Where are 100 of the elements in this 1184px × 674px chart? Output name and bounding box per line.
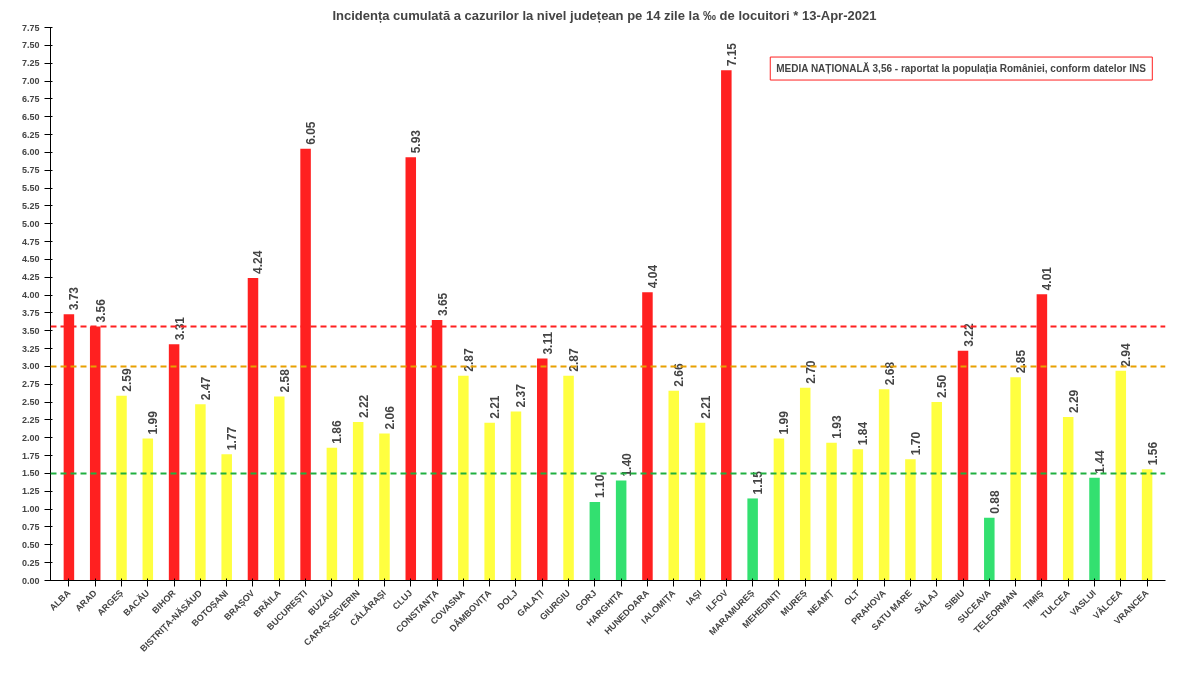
y-tick-label: 4.50 bbox=[21, 254, 40, 265]
bar bbox=[274, 396, 285, 581]
bar bbox=[326, 447, 338, 581]
data-label: 2.58 bbox=[277, 368, 292, 393]
bar bbox=[931, 402, 942, 581]
bar bbox=[957, 350, 969, 581]
data-label: 2.87 bbox=[567, 348, 582, 372]
y-tick-label: 7.25 bbox=[21, 58, 40, 69]
bar bbox=[168, 344, 180, 581]
data-label: 3.31 bbox=[172, 316, 187, 341]
y-tick-label: 5.00 bbox=[21, 218, 40, 229]
bar bbox=[510, 411, 522, 581]
data-label: 2.68 bbox=[882, 361, 897, 386]
data-label: 2.66 bbox=[672, 363, 687, 387]
y-tick-label: 0.50 bbox=[21, 539, 40, 550]
bar bbox=[1141, 469, 1153, 581]
data-label: 1.56 bbox=[1145, 441, 1160, 466]
y-tick-label: 1.00 bbox=[21, 504, 40, 515]
bar bbox=[773, 438, 785, 581]
data-label: 2.06 bbox=[382, 405, 397, 430]
y-tick-label: 0.25 bbox=[21, 557, 40, 568]
y-tick-label: 6.75 bbox=[21, 93, 40, 104]
y-tick-label: 1.25 bbox=[21, 486, 40, 497]
bar bbox=[142, 438, 154, 581]
bar bbox=[458, 375, 469, 581]
bar bbox=[195, 404, 206, 581]
data-label: 2.87 bbox=[461, 348, 476, 372]
bar bbox=[747, 498, 758, 581]
bar bbox=[379, 433, 390, 581]
y-tick-label: 3.50 bbox=[21, 325, 40, 336]
y-tick-label: 2.50 bbox=[21, 397, 40, 408]
bar bbox=[1062, 417, 1074, 581]
data-label: 1.99 bbox=[777, 410, 792, 435]
data-label: 4.01 bbox=[1040, 266, 1055, 291]
data-label: 2.22 bbox=[356, 394, 371, 419]
bar bbox=[1115, 370, 1127, 581]
bar bbox=[1010, 377, 1021, 581]
bar bbox=[852, 449, 864, 581]
bar bbox=[484, 422, 495, 581]
bar bbox=[826, 442, 837, 581]
annotation: MEDIA NAȚIONALĂ 3,56 - raportat la populația României, conform datelor INS bbox=[776, 62, 1147, 75]
y-tick-label: 3.75 bbox=[21, 307, 40, 318]
y-tick-label: 5.25 bbox=[21, 200, 40, 211]
chart-title: Incidența cumulată a cazurilor la nivel județean pe 14 zile la ‰ de locuitori * 13-Apr-2021 bbox=[332, 7, 877, 23]
data-label: 1.15 bbox=[751, 470, 766, 495]
data-label: 2.21 bbox=[698, 395, 713, 419]
bar bbox=[799, 387, 811, 581]
bar bbox=[537, 358, 548, 581]
bar bbox=[563, 375, 574, 581]
data-label: 7.15 bbox=[724, 42, 739, 67]
data-label: 3.22 bbox=[961, 323, 976, 347]
bar bbox=[905, 459, 916, 581]
bar bbox=[116, 395, 127, 581]
bar bbox=[221, 454, 232, 581]
data-label: 3.73 bbox=[67, 286, 82, 311]
bar bbox=[1089, 477, 1100, 581]
y-tick-label: 6.25 bbox=[21, 129, 40, 140]
bar bbox=[878, 389, 890, 581]
bar bbox=[589, 502, 601, 581]
data-label: 2.59 bbox=[120, 368, 134, 392]
data-label: 1.86 bbox=[330, 420, 345, 444]
data-label: 2.85 bbox=[1014, 349, 1029, 374]
y-tick-label: 1.75 bbox=[21, 450, 40, 461]
y-tick-label: 4.25 bbox=[21, 272, 40, 283]
y-tick-label: 5.75 bbox=[21, 165, 40, 176]
bar bbox=[615, 480, 627, 581]
y-tick-label: 3.00 bbox=[21, 361, 40, 372]
y-tick-label: 7.75 bbox=[21, 22, 40, 33]
data-label: 5.93 bbox=[409, 129, 424, 154]
bar bbox=[668, 390, 679, 581]
data-label: 2.21 bbox=[488, 395, 503, 419]
y-tick-label: 3.25 bbox=[21, 343, 40, 354]
y-tick-label: 2.25 bbox=[21, 414, 40, 425]
data-label: 2.70 bbox=[803, 360, 818, 384]
data-label: 1.70 bbox=[908, 431, 923, 456]
data-label: 3.56 bbox=[93, 298, 108, 323]
data-label: 2.50 bbox=[935, 374, 950, 399]
bar bbox=[352, 422, 364, 581]
data-label: 1.44 bbox=[1093, 450, 1107, 474]
y-tick-label: 4.75 bbox=[21, 236, 40, 247]
data-label: 4.04 bbox=[645, 264, 660, 289]
data-label: 2.47 bbox=[198, 376, 213, 401]
data-label: 1.99 bbox=[146, 410, 161, 435]
y-tick-label: 0.75 bbox=[21, 521, 40, 532]
data-label: 2.29 bbox=[1066, 389, 1081, 414]
bar bbox=[984, 517, 995, 581]
y-tick-label: 7.50 bbox=[21, 40, 40, 51]
data-label: 4.24 bbox=[251, 250, 266, 274]
data-label: 2.37 bbox=[514, 383, 529, 408]
data-label: 1.93 bbox=[830, 415, 845, 439]
data-label: 1.10 bbox=[593, 474, 608, 499]
data-label: 0.88 bbox=[987, 490, 1002, 514]
y-tick-label: 2.00 bbox=[21, 432, 40, 443]
y-tick-label: 1.50 bbox=[21, 468, 40, 479]
y-tick-label: 4.00 bbox=[21, 290, 40, 301]
y-tick-label: 7.00 bbox=[21, 76, 40, 87]
y-tick-label: 6.50 bbox=[21, 111, 40, 122]
data-label: 3.65 bbox=[435, 292, 450, 317]
y-tick-label: 0.00 bbox=[21, 575, 40, 586]
y-tick-label: 2.75 bbox=[21, 379, 40, 390]
